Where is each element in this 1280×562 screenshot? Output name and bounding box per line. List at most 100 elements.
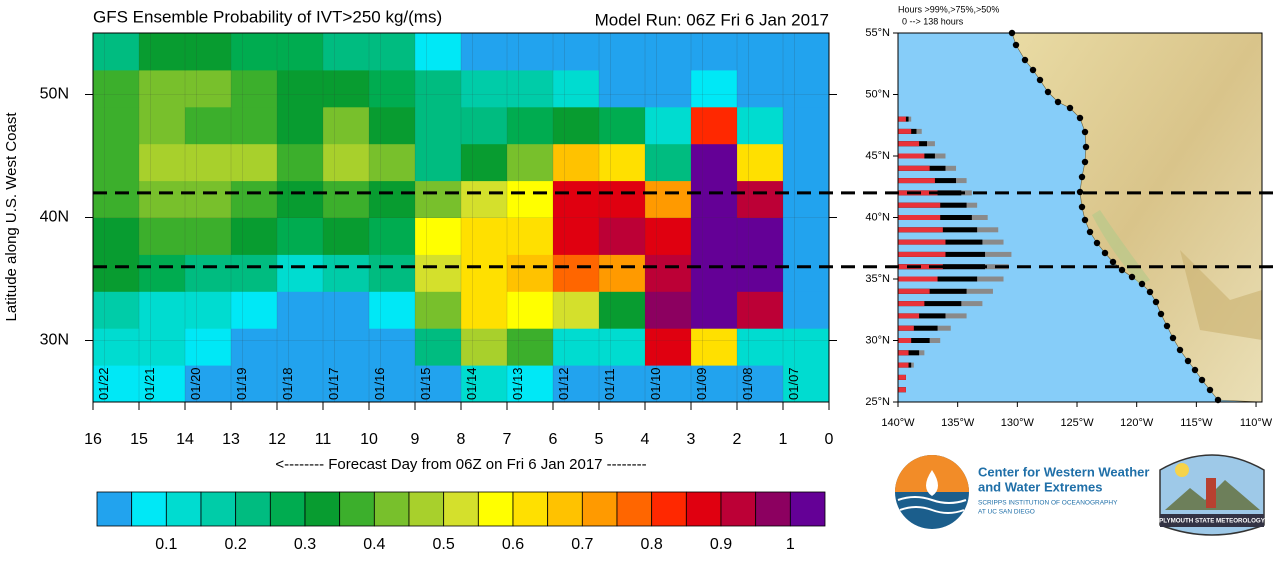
colorbar-box	[304, 491, 341, 527]
heat-cell	[553, 143, 600, 182]
colorbar-box	[339, 491, 375, 527]
coast-dot	[1163, 322, 1171, 330]
date-label: 01/10	[648, 367, 663, 400]
heat-cell	[93, 106, 140, 145]
heat-cell	[737, 106, 784, 145]
heat-cell	[461, 180, 508, 218]
heat-cell	[369, 180, 416, 218]
coast-dot	[1066, 104, 1074, 112]
hours-bar	[898, 288, 930, 294]
coast-dot	[1198, 376, 1206, 384]
coast-dot	[1076, 114, 1084, 122]
heat-cell	[737, 291, 784, 329]
heat-cell	[415, 180, 462, 218]
hours-bar	[898, 338, 930, 343]
logos: Center for Western Weather and Water Ext…	[895, 454, 1266, 536]
y-tick-label: 35°N	[865, 273, 890, 285]
heat-cell	[185, 69, 232, 108]
x-tick-label: 2	[733, 431, 742, 448]
heat-cell	[93, 254, 140, 292]
heat-cell	[599, 143, 646, 182]
colorbar-label: 0.1	[155, 536, 177, 553]
heat-cell	[231, 33, 278, 71]
date-label: 01/20	[188, 367, 203, 400]
heat-cell	[645, 143, 692, 182]
heat-cell	[93, 365, 140, 402]
heat-cell	[645, 180, 692, 218]
coast-dot	[1093, 239, 1101, 247]
heat-cell	[369, 69, 416, 108]
y-tick-label: 55°N	[865, 27, 890, 39]
heat-cell	[691, 328, 738, 366]
colorbar-box	[408, 491, 445, 527]
hours-bar	[898, 387, 906, 393]
coast-dot	[1157, 310, 1165, 318]
heat-cell	[783, 365, 829, 402]
heat-cell	[691, 291, 738, 329]
heat-cell	[277, 143, 324, 182]
x-tick-label: 1	[779, 431, 788, 448]
hours-bar	[898, 325, 938, 331]
colorbar-box	[616, 491, 653, 527]
date-label: 01/07	[786, 367, 801, 400]
heat-cell	[369, 106, 416, 145]
hours-bar	[898, 313, 920, 319]
heat-cell	[139, 365, 186, 402]
coast-dot	[1081, 216, 1089, 224]
heat-cell	[369, 254, 416, 292]
colorbar-box	[720, 491, 757, 527]
hours-bar	[898, 301, 925, 307]
heat-cell	[185, 106, 232, 145]
date-label: 01/18	[280, 367, 295, 400]
heat-cell	[231, 328, 278, 366]
x-tick-label: 135°W	[941, 417, 975, 429]
coast-dot	[1029, 66, 1037, 74]
heat-cell	[369, 291, 416, 329]
heat-cell	[645, 328, 692, 366]
coast-dot	[1082, 143, 1090, 151]
heat-cell	[323, 365, 370, 402]
heat-cell	[645, 254, 692, 292]
coast-dot	[1138, 280, 1146, 288]
heat-cell	[461, 365, 508, 402]
coast-dot	[1101, 249, 1109, 257]
heat-cell	[783, 328, 829, 366]
heat-cell	[277, 217, 324, 255]
x-tick-label: 120°W	[1120, 417, 1154, 429]
y-tick-label: 45°N	[865, 150, 890, 162]
terrain	[1180, 250, 1262, 340]
heat-cell	[645, 291, 692, 329]
heat-cell	[461, 143, 508, 182]
y-axis-label: Latitude along U.S. West Coast	[3, 112, 20, 322]
heat-cell	[645, 33, 692, 71]
heat-cell	[461, 33, 508, 71]
heat-cell	[599, 69, 646, 108]
heat-cell	[93, 328, 140, 366]
x-tick-label: 3	[687, 431, 696, 448]
heat-cell	[507, 328, 554, 366]
heat-cell	[645, 365, 692, 402]
heat-cell	[231, 106, 278, 145]
date-label: 01/21	[142, 367, 157, 400]
heat-cell	[185, 143, 232, 182]
heat-cell	[231, 143, 278, 182]
hours-bar	[898, 116, 906, 122]
y-tick-label: 40°N	[865, 211, 890, 223]
heat-cell	[645, 106, 692, 145]
coast-dot	[1109, 258, 1117, 266]
hours-bar	[898, 141, 920, 147]
heat-cell	[277, 106, 324, 145]
heat-cell	[783, 33, 829, 71]
cw3e-logo-wave	[897, 496, 967, 504]
heat-cell	[783, 254, 829, 292]
heat-cell	[599, 33, 646, 71]
x-tick-label: 5	[595, 431, 604, 448]
x-tick-label: 12	[268, 431, 286, 448]
colorbar-label: 0.7	[571, 536, 593, 553]
heat-cell	[691, 180, 738, 218]
y-tick-label: 50°N	[865, 88, 890, 100]
hours-bar	[898, 350, 909, 356]
heat-cell	[415, 365, 462, 402]
x-axis-label: <-------- Forecast Day from 06Z on Fri 6…	[275, 456, 646, 473]
y-tick-label: 50N	[40, 86, 69, 103]
